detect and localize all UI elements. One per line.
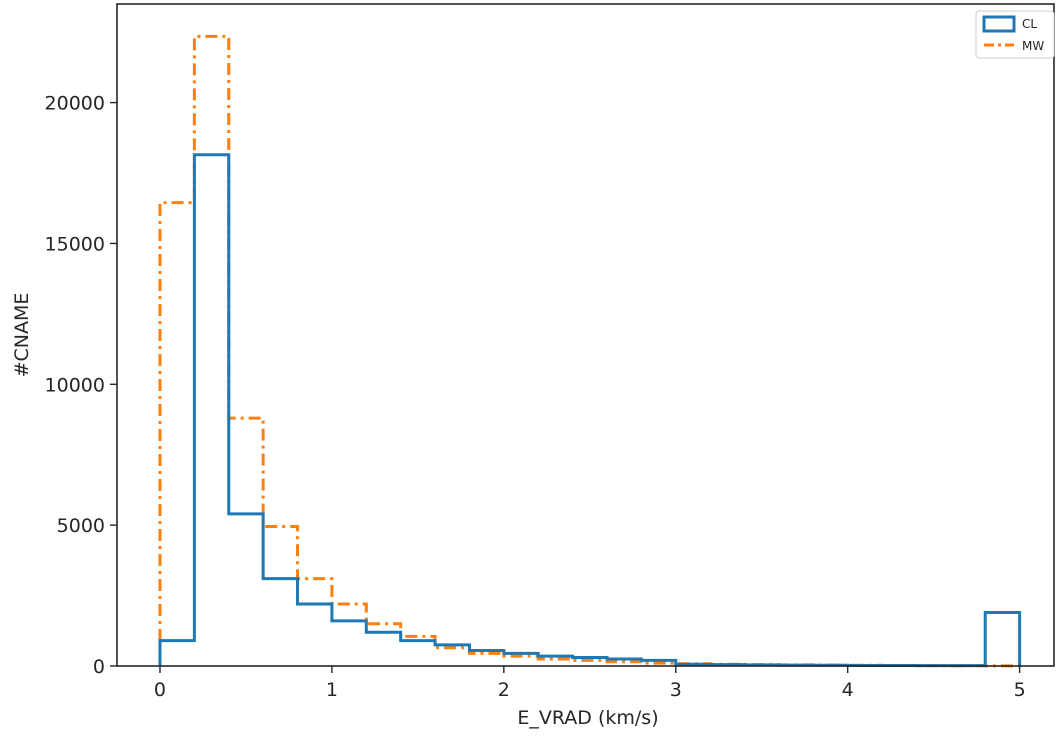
legend: CL MW: [975, 10, 1055, 59]
y-tick-label: 15000: [45, 233, 105, 255]
y-tick-label: 10000: [45, 374, 105, 396]
series-cl-bin: [229, 514, 263, 666]
series-cl-bin: [332, 621, 366, 666]
legend-swatch-cl: [982, 15, 1016, 33]
y-tick-label: 20000: [45, 93, 105, 115]
series-cl-bin: [366, 632, 400, 666]
x-axis-label: E_VRAD (km/s): [517, 707, 658, 729]
x-tick-label: 1: [326, 679, 338, 701]
y-axis-label: #CNAME: [11, 293, 33, 378]
y-tick-label: 0: [93, 656, 105, 678]
x-tick-label: 4: [842, 679, 854, 701]
series-cl-bin: [538, 656, 572, 666]
series-cl-bin: [435, 645, 469, 666]
series-cl-bin: [160, 641, 194, 666]
series-cl-bin: [573, 658, 607, 666]
series-cl-bin: [504, 653, 538, 666]
legend-label-mw: MW: [1022, 39, 1044, 53]
x-tick-label: 5: [1014, 679, 1026, 701]
series-cl-bin: [985, 612, 1019, 666]
legend-box: [975, 10, 1055, 59]
x-axis-ticks: 0 1 2 3 4 5: [154, 666, 1026, 701]
series-mw-bin: [160, 203, 194, 666]
plot-frame: [116, 3, 1055, 667]
series-cl-bin: [607, 659, 641, 666]
legend-label-cl: CL: [1022, 17, 1037, 31]
series-cl-bin: [298, 604, 332, 666]
y-axis-ticks: 0 5000 10000 15000 20000: [45, 93, 117, 678]
series-cl-bin: [194, 155, 228, 666]
y-tick-label: 5000: [57, 515, 105, 537]
series-cl-bin: [469, 651, 503, 666]
x-tick-label: 3: [670, 679, 682, 701]
series-cl-bin: [401, 641, 435, 666]
series-cl-bin: [641, 660, 675, 666]
series-cl-bin: [263, 579, 297, 666]
x-tick-label: 0: [154, 679, 166, 701]
x-tick-label: 2: [498, 679, 510, 701]
